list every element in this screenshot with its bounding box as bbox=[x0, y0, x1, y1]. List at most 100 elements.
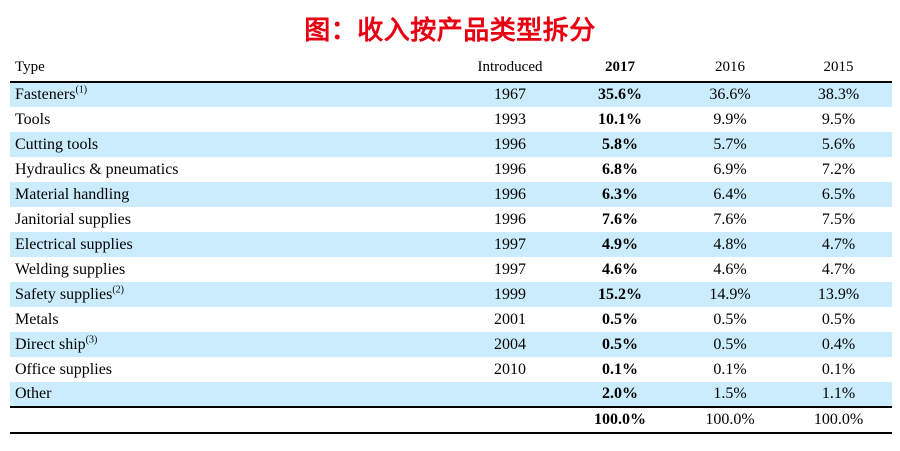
total-empty-type-cell bbox=[10, 406, 455, 434]
cell-2015: 0.4% bbox=[785, 332, 892, 357]
type-cell: Direct ship(3) bbox=[10, 332, 455, 357]
cell-2017: 6.8% bbox=[602, 160, 638, 178]
table-row-hydraulics-pneumatics: Hydraulics & pneumatics 1996 6.8% 6.9% 7… bbox=[10, 157, 892, 182]
cell-2017: 4.6% bbox=[602, 260, 638, 278]
cell-2017: 0.5% bbox=[565, 332, 675, 357]
type-cell: Cutting tools bbox=[10, 132, 455, 157]
revenue-by-product-table: Type Introduced 2017 2016 2015 Fasteners… bbox=[10, 56, 892, 434]
introduced-cell: 2010 bbox=[494, 360, 526, 378]
table-row-other: Other 2.0% 1.5% 1.1% bbox=[10, 382, 892, 407]
col-header-introduced: Introduced bbox=[455, 56, 565, 83]
col-header-2016: 2016 bbox=[675, 56, 785, 83]
cell-2017: 0.1% bbox=[602, 360, 638, 378]
total-cell-2015: 100.0% bbox=[785, 406, 892, 434]
table-row-safety-supplies: Safety supplies(2) 1999 15.2% 14.9% 13.9… bbox=[10, 282, 892, 307]
cell-2016: 4.6% bbox=[713, 260, 747, 278]
cell-2015: 5.6% bbox=[785, 132, 892, 157]
table-row-direct-ship: Direct ship(3) 2004 0.5% 0.5% 0.4% bbox=[10, 332, 892, 357]
cell-2017: 35.6% bbox=[565, 82, 675, 107]
cell-2015: 1.1% bbox=[785, 382, 892, 407]
cell-2016: 7.6% bbox=[713, 210, 747, 228]
cell-2015: 4.7% bbox=[821, 260, 856, 278]
footnote-marker: (1) bbox=[75, 84, 88, 96]
total-cell-2016: 100.0% bbox=[675, 406, 785, 434]
table-row-janitorial-supplies: Janitorial supplies 1996 7.6% 7.6% 7.5% bbox=[10, 207, 892, 232]
cell-2016: 1.5% bbox=[675, 382, 785, 407]
cell-2016: 0.1% bbox=[713, 360, 747, 378]
cell-2017: 0.5% bbox=[602, 310, 638, 328]
cell-2016: 36.6% bbox=[675, 82, 785, 107]
type-label: Material handling bbox=[15, 185, 130, 203]
type-cell: Safety supplies(2) bbox=[10, 282, 455, 307]
footnote-marker: (3) bbox=[85, 334, 98, 346]
total-empty-introduced-cell bbox=[455, 406, 565, 434]
introduced-cell: 1996 bbox=[494, 210, 526, 228]
cell-2015: 9.5% bbox=[821, 110, 856, 128]
type-cell: Janitorial supplies bbox=[10, 207, 455, 232]
cell-2016: 0.5% bbox=[713, 310, 747, 328]
introduced-cell: 1997 bbox=[455, 232, 565, 257]
cell-2015: 7.2% bbox=[821, 160, 856, 178]
cell-2017: 5.8% bbox=[565, 132, 675, 157]
cell-2017: 4.9% bbox=[565, 232, 675, 257]
introduced-cell: 1967 bbox=[455, 82, 565, 107]
table-row-tools: Tools 1993 10.1% 9.9% 9.5% bbox=[10, 107, 892, 132]
type-cell: Material handling bbox=[10, 182, 455, 207]
type-label: Cutting tools bbox=[15, 135, 99, 153]
cell-2017: 10.1% bbox=[598, 110, 642, 128]
introduced-cell: 1997 bbox=[494, 260, 526, 278]
type-cell: Welding supplies bbox=[10, 257, 455, 282]
cell-2015: 13.9% bbox=[785, 282, 892, 307]
page-title: 图：收入按产品类型拆分 bbox=[304, 16, 596, 46]
cell-2015: 0.5% bbox=[821, 310, 856, 328]
table-row-total: 100.0% 100.0% 100.0% bbox=[10, 406, 892, 434]
table-row-welding-supplies: Welding supplies 1997 4.6% 4.6% 4.7% bbox=[10, 257, 892, 282]
cell-2015: 6.5% bbox=[785, 182, 892, 207]
cell-2015: 0.1% bbox=[821, 360, 856, 378]
table-header-row: Type Introduced 2017 2016 2015 bbox=[10, 56, 892, 83]
cell-2016: 6.4% bbox=[675, 182, 785, 207]
cell-2016: 9.9% bbox=[713, 110, 747, 128]
table-row-cutting-tools: Cutting tools 1996 5.8% 5.7% 5.6% bbox=[10, 132, 892, 157]
total-cell-2017: 100.0% bbox=[565, 406, 675, 434]
introduced-cell: 1996 bbox=[455, 132, 565, 157]
type-label: Janitorial supplies bbox=[15, 210, 131, 228]
cell-2015: 7.5% bbox=[821, 210, 856, 228]
cell-2017: 2.0% bbox=[565, 382, 675, 407]
type-label: Other bbox=[15, 385, 52, 402]
cell-2015: 38.3% bbox=[785, 82, 892, 107]
footnote-marker: (2) bbox=[112, 284, 124, 296]
type-cell: Hydraulics & pneumatics bbox=[10, 157, 455, 182]
col-header-type: Type bbox=[10, 56, 455, 83]
cell-2017: 15.2% bbox=[565, 282, 675, 307]
introduced-cell: 2004 bbox=[455, 332, 565, 357]
introduced-cell: 1999 bbox=[455, 282, 565, 307]
cell-2016: 6.9% bbox=[713, 160, 747, 178]
type-label: Electrical supplies bbox=[15, 235, 133, 253]
type-label: Welding supplies bbox=[15, 260, 126, 278]
table-row-office-supplies: Office supplies 2010 0.1% 0.1% 0.1% bbox=[10, 357, 892, 382]
cell-2016: 14.9% bbox=[675, 282, 785, 307]
type-label: Safety supplies bbox=[15, 285, 113, 303]
introduced-cell bbox=[455, 382, 565, 407]
table-row-metals: Metals 2001 0.5% 0.5% 0.5% bbox=[10, 307, 892, 332]
type-label: Direct ship bbox=[15, 335, 86, 353]
table-row-material-handling: Material handling 1996 6.3% 6.4% 6.5% bbox=[10, 182, 892, 207]
col-header-2017: 2017 bbox=[565, 56, 675, 83]
cell-2015: 4.7% bbox=[785, 232, 892, 257]
introduced-cell: 1996 bbox=[455, 182, 565, 207]
table-row-electrical-supplies: Electrical supplies 1997 4.9% 4.8% 4.7% bbox=[10, 232, 892, 257]
type-cell: Other bbox=[10, 382, 455, 407]
type-cell: Electrical supplies bbox=[10, 232, 455, 257]
table-row-fasteners: Fasteners(1) 1967 35.6% 36.6% 38.3% bbox=[10, 82, 892, 107]
type-cell: Tools bbox=[10, 107, 455, 132]
cell-2016: 0.5% bbox=[675, 332, 785, 357]
type-label: Metals bbox=[15, 310, 59, 328]
type-cell: Metals bbox=[10, 307, 455, 332]
type-label: Hydraulics & pneumatics bbox=[15, 160, 179, 178]
type-cell: Fasteners(1) bbox=[10, 82, 455, 107]
cell-2016: 5.7% bbox=[675, 132, 785, 157]
introduced-cell: 2001 bbox=[494, 310, 526, 328]
type-label: Fasteners bbox=[15, 86, 76, 103]
introduced-cell: 1993 bbox=[494, 110, 526, 128]
